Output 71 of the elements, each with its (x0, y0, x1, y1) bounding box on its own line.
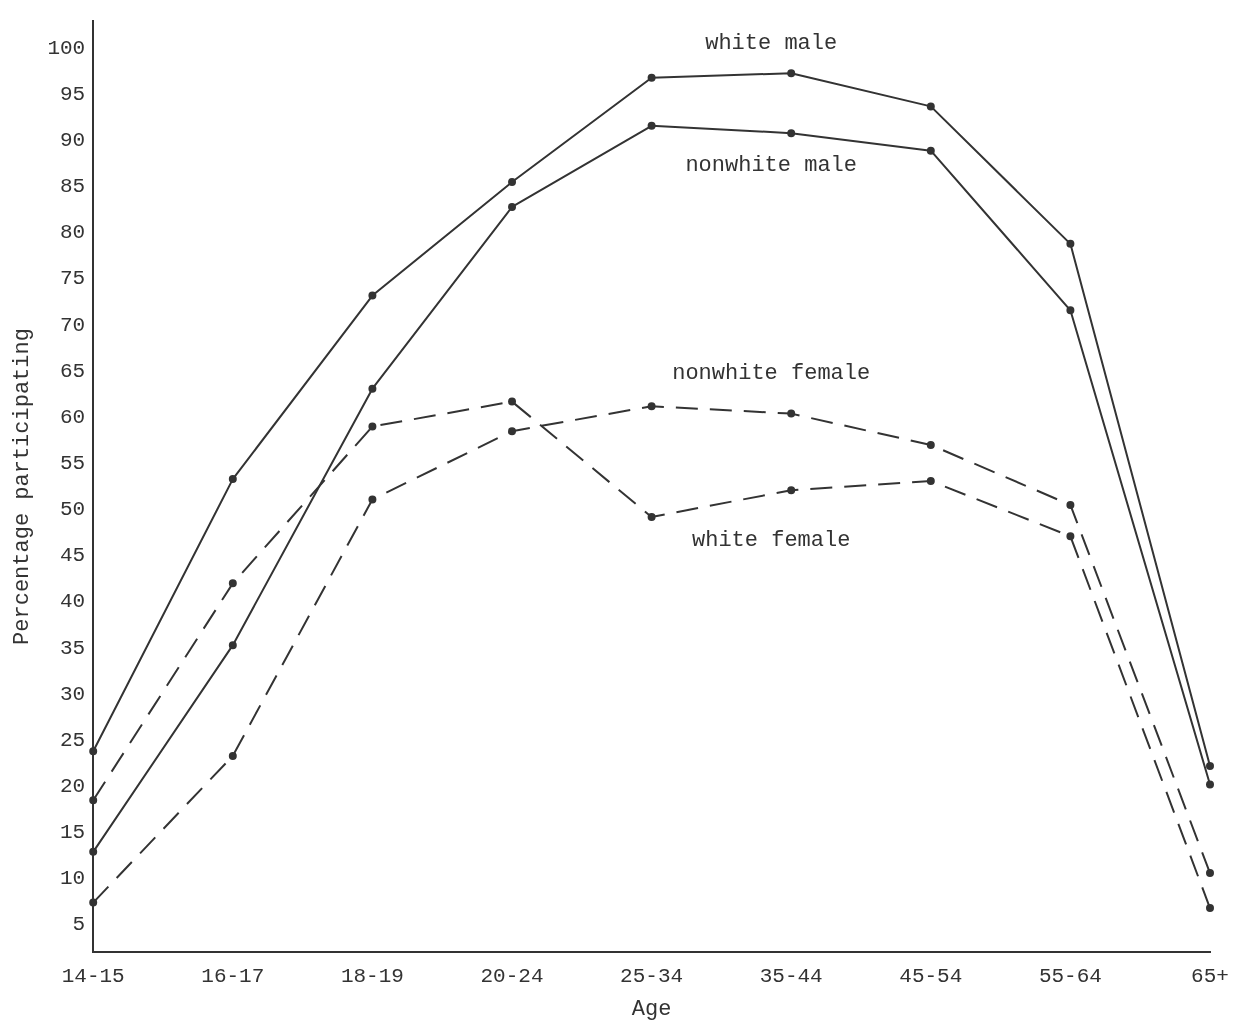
y-tick-label: 95 (59, 82, 86, 106)
y-tick-label: 70 (59, 313, 86, 337)
point (1206, 869, 1214, 878)
point (508, 178, 516, 187)
point (228, 475, 237, 484)
series-label: white male (705, 31, 838, 57)
point (787, 129, 796, 138)
point (89, 747, 98, 756)
point (1206, 762, 1214, 771)
y-tick-label: 25 (59, 728, 86, 752)
series-label: nonwhite male (685, 152, 858, 178)
x-tick-label: 25-34 (620, 964, 684, 988)
x-axis-title: Age (631, 996, 672, 1022)
point (228, 579, 237, 588)
point (926, 102, 935, 111)
point (368, 495, 377, 504)
y-tick-label: 40 (59, 590, 86, 614)
y-axis-title: Percentage participating (10, 328, 36, 645)
y-tick-label: 85 (59, 175, 86, 199)
point (787, 486, 796, 495)
point (508, 397, 516, 406)
point (1206, 904, 1214, 913)
point (228, 751, 237, 760)
y-tick-label: 30 (59, 682, 86, 706)
point (926, 440, 935, 449)
x-tick-label: 55-64 (1038, 964, 1102, 988)
y-tick-label: 5 (72, 913, 86, 937)
x-tick-label: 20-24 (480, 964, 544, 988)
y-tick-label: 50 (59, 498, 86, 522)
point (787, 409, 796, 418)
point (1206, 780, 1214, 789)
point (508, 202, 516, 211)
point (368, 384, 377, 393)
series-label: white female (691, 528, 851, 554)
y-tick-label: 90 (59, 129, 86, 153)
x-tick-label: 14-15 (61, 964, 125, 988)
point (1066, 532, 1075, 541)
point (89, 796, 98, 805)
point (647, 402, 656, 411)
point (1066, 306, 1075, 315)
point (368, 291, 377, 300)
point (89, 847, 98, 856)
y-tick-label: 55 (59, 452, 86, 475)
point (89, 898, 98, 907)
x-tick-label: 35-44 (759, 964, 823, 988)
y-tick-label: 75 (59, 267, 86, 291)
point (368, 422, 377, 431)
x-tick-label: 45-54 (899, 964, 963, 988)
point (1066, 500, 1075, 509)
y-tick-label: 60 (59, 405, 86, 429)
y-tick-label: 10 (59, 867, 86, 891)
x-tick-label: 18-19 (340, 964, 404, 988)
y-tick-label: 65 (59, 359, 86, 383)
point (647, 121, 656, 130)
x-tick-label: 65+ (1191, 964, 1229, 988)
point (787, 69, 796, 78)
y-tick-label: 15 (59, 821, 86, 845)
point (926, 146, 935, 155)
point (926, 476, 935, 485)
y-tick-label: 100 (47, 36, 86, 60)
y-tick-label: 80 (59, 221, 86, 245)
point (647, 73, 656, 82)
series-label: nonwhite female (672, 361, 871, 387)
x-tick-label: 16-17 (201, 964, 265, 988)
point (228, 641, 237, 650)
y-tick-label: 35 (59, 636, 86, 660)
y-tick-label: 45 (59, 544, 86, 568)
y-tick-label: 20 (59, 774, 86, 798)
point (1066, 239, 1075, 248)
point (508, 427, 516, 436)
point (647, 512, 656, 521)
